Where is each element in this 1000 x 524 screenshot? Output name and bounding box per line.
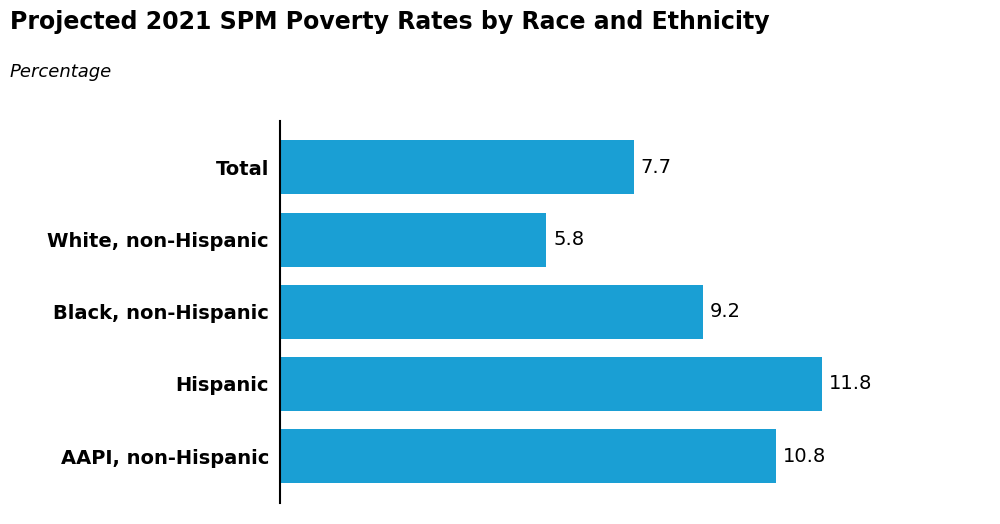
- Bar: [280, 357, 822, 411]
- Bar: [280, 285, 703, 339]
- Bar: [280, 213, 546, 267]
- Text: Percentage: Percentage: [10, 63, 112, 81]
- Bar: [280, 140, 634, 194]
- Text: 9.2: 9.2: [709, 302, 740, 321]
- Text: 10.8: 10.8: [783, 446, 826, 466]
- Text: 11.8: 11.8: [829, 375, 872, 394]
- Bar: [280, 429, 776, 483]
- Text: 5.8: 5.8: [553, 230, 584, 249]
- Text: Projected 2021 SPM Poverty Rates by Race and Ethnicity: Projected 2021 SPM Poverty Rates by Race…: [10, 10, 770, 35]
- Text: 7.7: 7.7: [641, 158, 672, 177]
